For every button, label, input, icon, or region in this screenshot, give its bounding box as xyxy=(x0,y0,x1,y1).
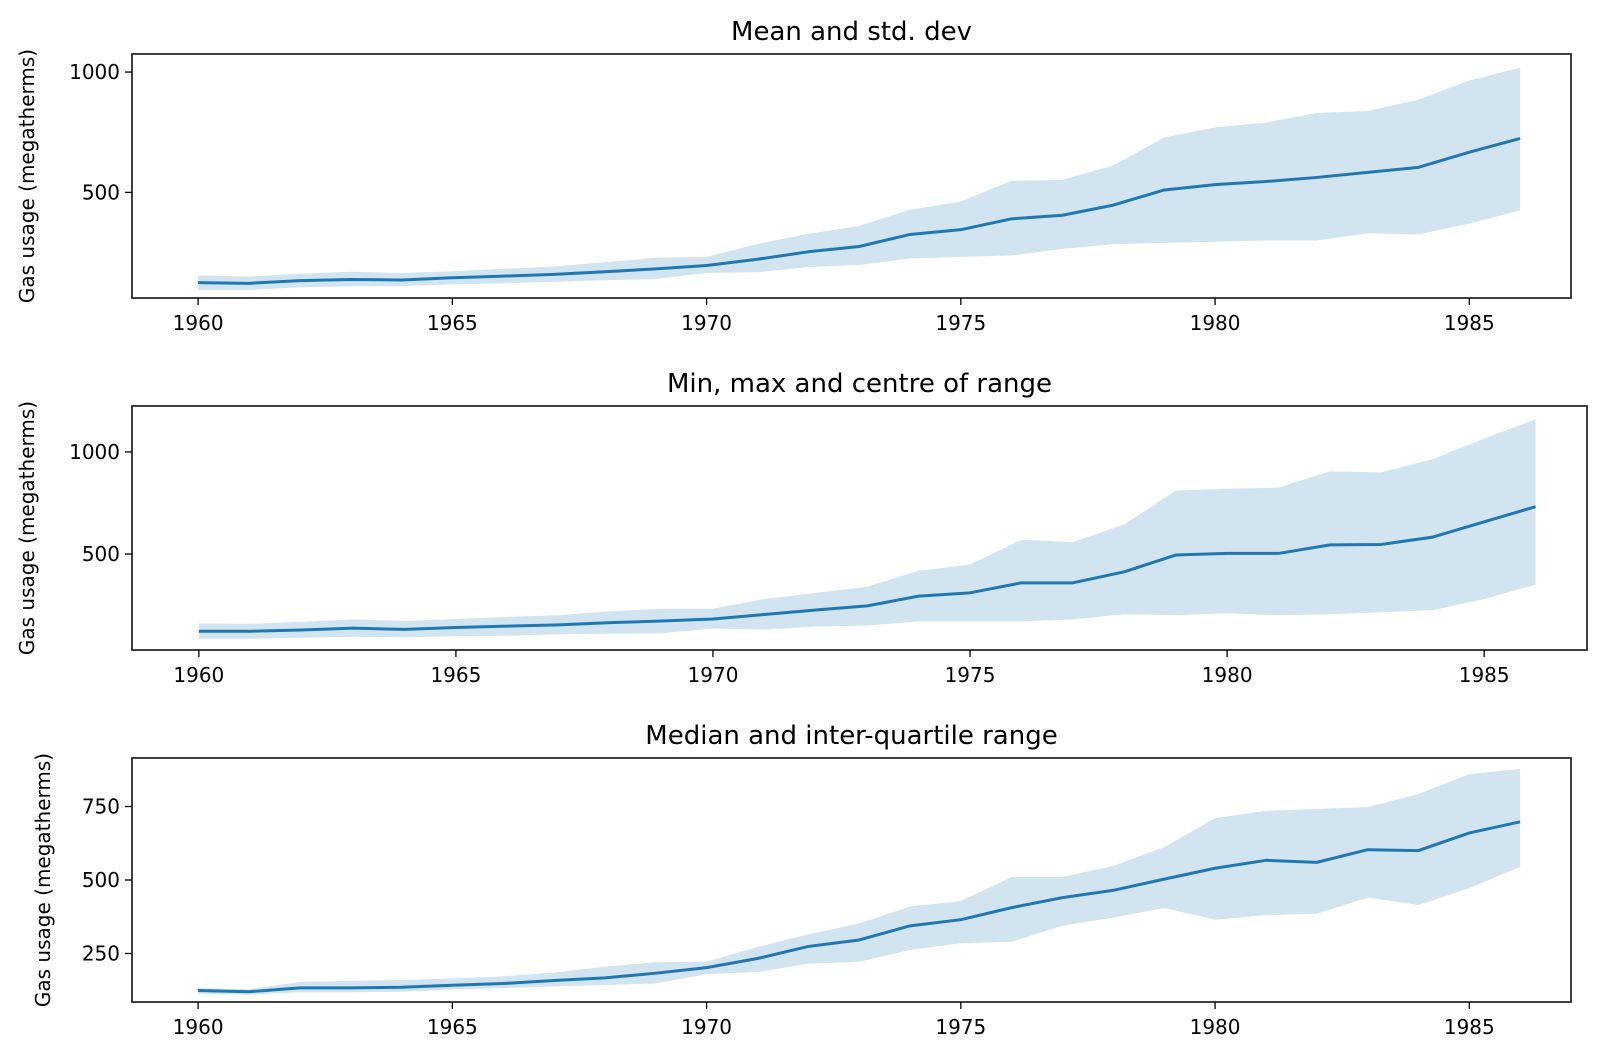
axes-frame xyxy=(131,53,1572,299)
y-tick-label: 500 xyxy=(82,180,120,204)
subplot-3: 1960 1965 1970 1975 1980 1985 250 500 750 Median … xyxy=(31,721,1572,1039)
x-tick-label: 1960 xyxy=(173,663,224,687)
y-axis-label: Gas usage (megatherms) xyxy=(15,49,39,303)
y-tick-label: 1000 xyxy=(69,440,120,464)
x-tick-label: 1960 xyxy=(173,1015,224,1039)
x-tick-label: 1975 xyxy=(935,1015,986,1039)
x-tick-label: 1980 xyxy=(1190,311,1241,335)
range-band xyxy=(198,768,1521,995)
y-tick-label: 500 xyxy=(82,868,120,892)
centre-line xyxy=(198,137,1521,285)
x-tick-label: 1975 xyxy=(935,311,986,335)
y-tick-label: 1000 xyxy=(69,60,120,84)
subplot-title: Min, max and centre of range xyxy=(667,369,1052,399)
x-tick-label: 1965 xyxy=(427,311,478,335)
x-tick-label: 1985 xyxy=(1444,311,1495,335)
subplot-1: 1960 1965 1970 1975 1980 1985 500 1000 Mean and … xyxy=(15,17,1572,335)
subplot-2: 1960 1965 1970 1975 1980 1985 500 1000 Min, max … xyxy=(15,369,1588,687)
x-tick-label: 1985 xyxy=(1459,663,1510,687)
y-tick-label: 500 xyxy=(82,542,120,566)
x-tick-label: 1970 xyxy=(681,311,732,335)
y-tick-label: 750 xyxy=(82,795,120,819)
x-tick-label: 1970 xyxy=(681,1015,732,1039)
y-axis-label: Gas usage (megatherms) xyxy=(31,753,55,1007)
x-tick-label: 1965 xyxy=(430,663,481,687)
x-tick-label: 1970 xyxy=(688,663,739,687)
range-band xyxy=(198,419,1536,639)
y-axis-label: Gas usage (megatherms) xyxy=(15,401,39,655)
x-tick-label: 1980 xyxy=(1202,663,1253,687)
centre-line xyxy=(198,820,1521,994)
x-tick-label: 1985 xyxy=(1444,1015,1495,1039)
centre-line xyxy=(198,505,1537,633)
x-tick-label: 1965 xyxy=(427,1015,478,1039)
y-tick-label: 250 xyxy=(82,941,120,965)
subplot-title: Mean and std. dev xyxy=(731,17,972,47)
range-band xyxy=(198,67,1521,290)
x-tick-label: 1975 xyxy=(945,663,996,687)
x-tick-label: 1980 xyxy=(1190,1015,1241,1039)
subplot-title: Median and inter-quartile range xyxy=(645,721,1057,751)
x-tick-label: 1960 xyxy=(173,311,224,335)
axes-frame xyxy=(131,405,1588,651)
